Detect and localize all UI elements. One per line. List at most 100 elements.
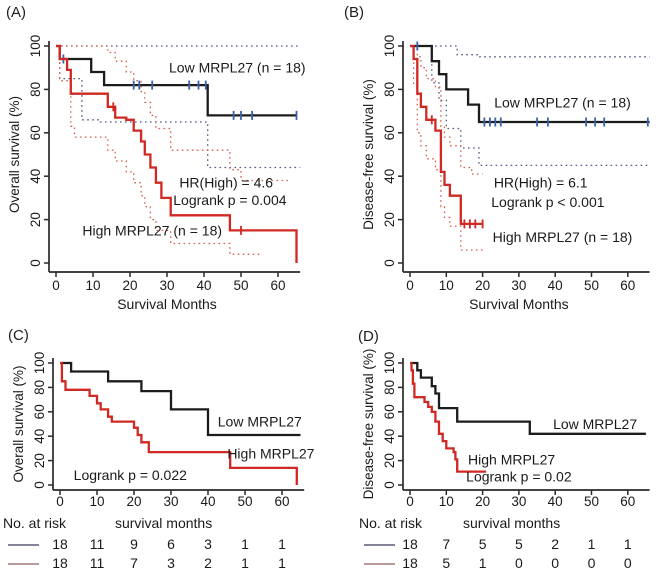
panel-plot-2: 0 10 20 30 40 50 60 0 20 40 60 80 100 Overall surviva… — [3, 352, 315, 571]
x-axis-title: Survival Months — [117, 296, 217, 312]
y-tick-label: 20 — [32, 453, 47, 468]
risk-count: 1 — [278, 555, 286, 571]
y-tick-label: 60 — [32, 404, 47, 419]
x-tick-label: 40 — [548, 278, 563, 293]
y-tick-label: 100 — [28, 35, 43, 58]
risk-count: 2 — [551, 536, 559, 552]
y-tick-label: 80 — [382, 82, 397, 97]
panel-b: (B) 0 10 20 30 40 50 60 0 20 40 60 80 100 Disease-fre… — [328, 0, 656, 320]
x-tick-label: 60 — [270, 278, 285, 293]
y-tick-label: 20 — [382, 453, 397, 468]
risk-table-title: No. at risk — [359, 515, 423, 531]
risk-count: 0 — [551, 555, 559, 571]
panel-a-letter: (A) — [6, 4, 26, 21]
annotation: High MRPL27 — [227, 445, 314, 461]
y-tick-label: 0 — [382, 481, 397, 489]
survival-curve — [56, 44, 297, 117]
risk-count: 7 — [442, 536, 450, 552]
x-tick-label: 50 — [584, 494, 599, 509]
annotation: Low MRPL27 (n = 18) — [169, 60, 306, 76]
x-tick-label: 30 — [511, 278, 526, 293]
risk-count: 11 — [90, 536, 105, 552]
y-axis-title: Overall survival (%) — [11, 365, 26, 482]
x-tick-label: 50 — [237, 494, 252, 509]
y-tick-label: 0 — [382, 259, 397, 267]
ci-curve — [56, 45, 290, 182]
survival-curve — [56, 44, 298, 263]
y-axis-title: Disease-free survival (%) — [361, 349, 376, 500]
y-tick-label: 60 — [382, 404, 397, 419]
x-tick-label: 20 — [126, 494, 141, 509]
x-tick-label: 30 — [159, 278, 174, 293]
annotation: Logrank p = 0.02 — [466, 469, 572, 485]
y-tick-label: 100 — [32, 352, 47, 375]
panel-plot-0: 0 10 20 30 40 50 60 0 20 40 60 80 100 Overall surviva… — [7, 35, 306, 312]
x-tick-label: 0 — [406, 494, 414, 509]
risk-count: 5 — [442, 555, 450, 571]
annotation: Logrank p < 0.001 — [491, 194, 604, 210]
y-tick-label: 40 — [382, 169, 397, 184]
x-tick-label: 60 — [620, 494, 635, 509]
risk-count: 3 — [204, 536, 212, 552]
risk-count: 9 — [130, 536, 138, 552]
risk-count: 0 — [624, 555, 632, 571]
x-tick-label: 50 — [584, 278, 599, 293]
risk-count: 0 — [515, 555, 523, 571]
panel-c: (C) 0 10 20 30 40 50 60 0 20 40 60 80 100 Overall sur… — [0, 320, 328, 577]
panel-a: (A) 0 10 20 30 40 50 60 0 20 40 60 80 100 Overall sur… — [0, 0, 328, 320]
annotation: HR(High) = 6.1 — [494, 175, 588, 191]
x-tick-label: 20 — [475, 278, 490, 293]
risk-count: 1 — [241, 555, 249, 571]
risk-count: 1 — [624, 536, 632, 552]
x-axis-title: Survival Months — [469, 296, 569, 312]
risk-count: 3 — [167, 555, 175, 571]
risk-count: 1 — [588, 536, 596, 552]
y-tick-label: 40 — [28, 169, 43, 184]
risk-count: 1 — [278, 536, 286, 552]
panel-d: (D) 0 10 20 30 40 50 60 0 20 40 60 80 100 Disease-fre… — [328, 320, 656, 577]
y-tick-label: 40 — [32, 429, 47, 444]
annotation: High MRPL27 (n = 18) — [82, 222, 222, 238]
x-tick-label: 30 — [163, 494, 178, 509]
x-tick-label: 0 — [52, 278, 60, 293]
survival-curve — [60, 361, 301, 437]
x-tick-label: 20 — [475, 494, 490, 509]
x-tick-label: 0 — [56, 494, 64, 509]
annotation: High MRPL27 — [468, 451, 555, 467]
annotation: Low MRPL27 — [218, 414, 302, 430]
y-tick-label: 80 — [382, 380, 397, 395]
y-tick-label: 80 — [32, 380, 47, 395]
y-axis-title: Overall survival (%) — [7, 96, 22, 213]
risk-table-time-label: survival months — [463, 515, 560, 531]
y-tick-label: 20 — [382, 212, 397, 227]
x-tick-label: 10 — [89, 494, 104, 509]
risk-count: 18 — [52, 536, 68, 552]
y-tick-label: 60 — [382, 125, 397, 140]
x-tick-label: 50 — [233, 278, 248, 293]
risk-table-time-label: survival months — [115, 515, 212, 531]
annotation: HR(High) = 4.6 — [179, 175, 273, 191]
x-tick-label: 60 — [274, 494, 289, 509]
y-tick-label: 0 — [28, 259, 43, 267]
risk-count: 7 — [130, 555, 138, 571]
annotation: High MRPL27 (n = 18) — [493, 229, 633, 245]
panel-b-letter: (B) — [344, 4, 364, 21]
x-tick-label: 0 — [406, 278, 414, 293]
annotation: Low MRPL27 (n = 18) — [494, 94, 631, 110]
risk-count: 1 — [479, 555, 487, 571]
risk-count: 1 — [241, 536, 249, 552]
panel-plot-1: 0 10 20 30 40 50 60 0 20 40 60 80 100 Disease-free su… — [361, 35, 650, 312]
risk-count: 6 — [167, 536, 175, 552]
y-tick-label: 20 — [28, 212, 43, 227]
risk-count: 5 — [515, 536, 523, 552]
survival-curve — [410, 361, 646, 435]
annotation: Low MRPL27 — [553, 416, 637, 432]
y-tick-label: 80 — [28, 82, 43, 97]
panel-d-letter: (D) — [358, 328, 379, 345]
survival-curve — [410, 361, 487, 473]
y-tick-label: 100 — [382, 352, 397, 375]
y-tick-label: 100 — [382, 35, 397, 58]
risk-count: 2 — [204, 555, 212, 571]
panel-c-letter: (C) — [8, 327, 29, 344]
